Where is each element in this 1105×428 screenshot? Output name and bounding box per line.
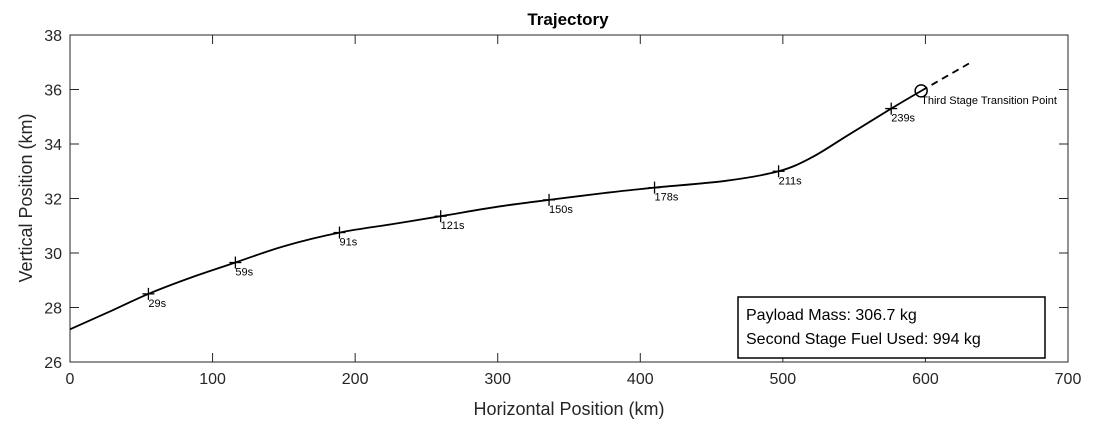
y-tick-label: 30 bbox=[44, 246, 62, 263]
plot-area-frame bbox=[69, 34, 1069, 363]
transition-point-marker bbox=[914, 84, 928, 98]
x-tick-label: 300 bbox=[484, 371, 511, 388]
time-marker-label: 211s bbox=[779, 175, 803, 187]
info-payload-mass: Payload Mass: 306.7 kg bbox=[746, 307, 917, 324]
y-tick-label: 26 bbox=[44, 355, 62, 372]
x-tick-label: 600 bbox=[912, 371, 939, 388]
time-marker-label: 91s bbox=[339, 237, 357, 249]
info-box: Payload Mass: 306.7 kg Second Stage Fuel… bbox=[737, 296, 1046, 359]
trajectory-line bbox=[69, 90, 922, 331]
x-tick-label: 700 bbox=[1055, 371, 1082, 388]
x-tick-label: 200 bbox=[342, 371, 369, 388]
y-tick-label: 36 bbox=[44, 83, 62, 100]
y-tick-label: 28 bbox=[44, 301, 62, 318]
time-marker-label: 121s bbox=[441, 220, 465, 232]
y-tick-label: 34 bbox=[44, 137, 62, 154]
chart-title: Trajectory bbox=[527, 10, 609, 29]
x-tick-label: 100 bbox=[199, 371, 226, 388]
time-marker-label: 29s bbox=[148, 298, 166, 310]
time-marker-label: 150s bbox=[549, 204, 573, 216]
x-axis-label: Horizontal Position (km) bbox=[473, 399, 664, 419]
info-box-frame bbox=[737, 296, 1046, 359]
y-tick-label: 38 bbox=[44, 28, 62, 45]
x-tick-label: 0 bbox=[66, 371, 75, 388]
x-tick-label: 500 bbox=[770, 371, 797, 388]
time-marker-label: 59s bbox=[235, 267, 253, 279]
time-marker-label: 178s bbox=[655, 192, 679, 204]
x-tick-label: 400 bbox=[627, 371, 654, 388]
transition-point-label: Third Stage Transition Point bbox=[921, 95, 1057, 107]
y-axis-label: Vertical Position (km) bbox=[16, 113, 36, 282]
extrapolated-trajectory-line bbox=[920, 61, 972, 92]
y-tick-label: 32 bbox=[44, 192, 62, 209]
info-fuel-used: Second Stage Fuel Used: 994 kg bbox=[746, 331, 981, 348]
time-marker-label: 239s bbox=[891, 113, 915, 125]
